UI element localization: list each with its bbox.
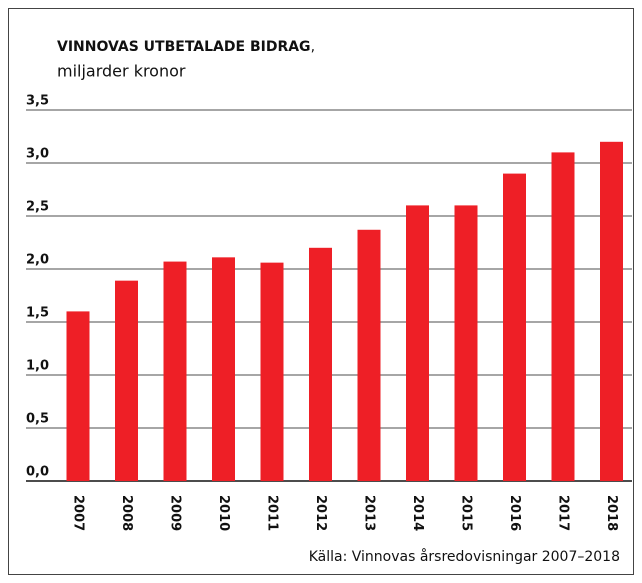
y-tick-label: 3,0 bbox=[26, 147, 49, 162]
y-tick-label: 0,5 bbox=[26, 412, 49, 427]
y-tick-label: 3,5 bbox=[26, 94, 49, 109]
y-tick-label: 0,0 bbox=[26, 465, 49, 480]
y-tick-label: 1,5 bbox=[26, 306, 49, 321]
bar bbox=[454, 205, 478, 481]
x-tick-label: 2011 bbox=[265, 495, 280, 531]
bar bbox=[357, 229, 381, 481]
bar bbox=[212, 257, 235, 481]
x-tick-label: 2007 bbox=[71, 495, 86, 531]
x-tick-label: 2013 bbox=[362, 495, 377, 531]
chart-title: VINNOVAS UTBETALADE BIDRAG, bbox=[57, 39, 315, 55]
bar bbox=[406, 205, 429, 481]
bar bbox=[66, 311, 90, 481]
title-text: VINNOVAS UTBETALADE BIDRAG bbox=[57, 39, 311, 55]
y-tick-label: 1,0 bbox=[26, 359, 49, 374]
bar bbox=[600, 141, 623, 482]
x-tick-label: 2014 bbox=[410, 495, 425, 531]
y-tick-label: 2,5 bbox=[26, 200, 49, 215]
x-tick-label: 2015 bbox=[459, 495, 474, 531]
bar bbox=[551, 152, 575, 481]
title-punctuation: , bbox=[311, 39, 315, 55]
x-tick-label: 2009 bbox=[168, 495, 183, 531]
x-tick-label: 2010 bbox=[216, 495, 231, 531]
x-tick-label: 2017 bbox=[556, 495, 571, 531]
bar bbox=[260, 262, 284, 481]
source: Källa: Vinnovas årsredovisningar 2007–20… bbox=[309, 548, 620, 565]
x-tick-label: 2008 bbox=[119, 495, 134, 531]
bar bbox=[163, 261, 187, 481]
x-tick-label: 2016 bbox=[507, 495, 522, 531]
bar bbox=[309, 247, 332, 481]
bar bbox=[503, 173, 526, 481]
bar bbox=[115, 280, 138, 481]
x-tick-label: 2012 bbox=[313, 495, 328, 531]
y-tick-label: 2,0 bbox=[26, 253, 49, 268]
x-tick-label: 2018 bbox=[604, 495, 619, 531]
chart-subtitle: miljarder kronor bbox=[57, 62, 186, 81]
